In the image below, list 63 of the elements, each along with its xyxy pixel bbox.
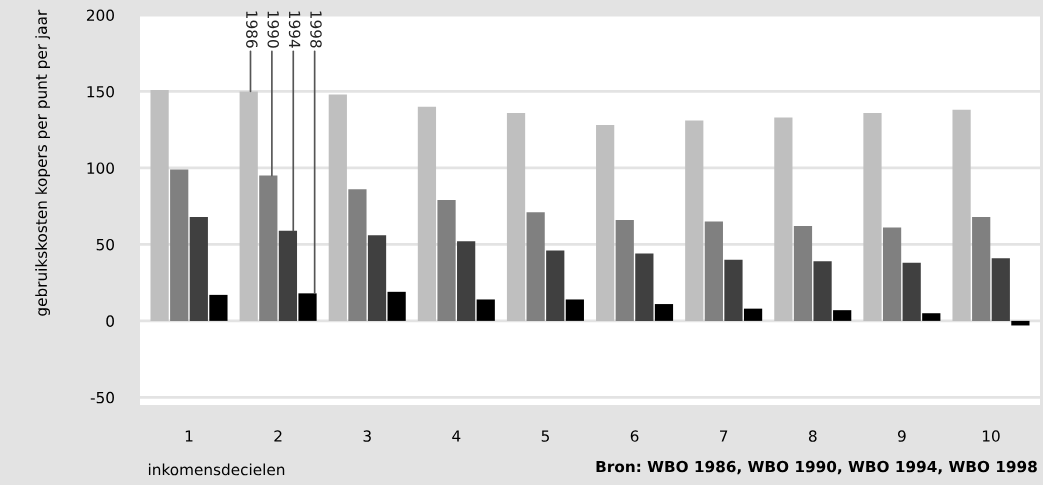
bar bbox=[882, 227, 902, 321]
x-tick-label: 8 bbox=[808, 430, 817, 442]
y-tick-label: 100 bbox=[87, 162, 114, 174]
bar bbox=[922, 313, 941, 321]
bar bbox=[170, 169, 189, 321]
bar bbox=[743, 308, 763, 321]
bar bbox=[952, 109, 971, 321]
x-tick-label: 10 bbox=[982, 430, 1000, 442]
bar bbox=[724, 259, 743, 321]
text: Bron: WBO 1986, WBO 1990, WBO 1994, WBO 1998 bbox=[596, 460, 1037, 475]
x-tick-label: 6 bbox=[630, 430, 639, 442]
bar bbox=[437, 200, 456, 321]
bar bbox=[991, 258, 1010, 321]
bar bbox=[298, 293, 317, 321]
bar bbox=[902, 262, 921, 321]
bar bbox=[506, 112, 526, 321]
x-tick-label: 7 bbox=[720, 430, 728, 442]
bar bbox=[774, 117, 793, 321]
bar bbox=[833, 310, 852, 321]
bar bbox=[863, 112, 882, 321]
bar bbox=[387, 291, 406, 321]
y-axis-title: gebruikskosten kopers per punt per jaar bbox=[35, 9, 50, 316]
x-tick-label: 4 bbox=[452, 430, 461, 442]
bar bbox=[685, 120, 704, 321]
bar bbox=[1011, 320, 1030, 326]
bar bbox=[348, 189, 367, 321]
bar bbox=[635, 253, 654, 321]
x-tick-label: 9 bbox=[897, 430, 906, 442]
y-tick-label: 150 bbox=[87, 85, 114, 98]
bar bbox=[793, 226, 813, 321]
bar bbox=[654, 304, 674, 321]
bar bbox=[565, 299, 584, 321]
bar bbox=[615, 219, 634, 321]
bar bbox=[209, 294, 228, 321]
text: 1986 bbox=[246, 11, 258, 48]
bar bbox=[704, 221, 723, 321]
x-tick-label: 3 bbox=[363, 430, 371, 442]
bar bbox=[972, 216, 991, 321]
bar bbox=[150, 89, 169, 321]
y-tick-label: 200 bbox=[86, 9, 114, 22]
x-axis-title: inkomensdecielen bbox=[148, 463, 285, 476]
x-tick-label: 2 bbox=[274, 430, 282, 442]
x-tick-label: 5 bbox=[541, 430, 549, 442]
bar bbox=[526, 212, 545, 321]
bar bbox=[328, 94, 347, 321]
bar bbox=[278, 230, 298, 321]
y-tick-label: 0 bbox=[106, 315, 114, 327]
bar bbox=[546, 250, 565, 321]
bar bbox=[239, 91, 258, 321]
y-tick-label: 50 bbox=[96, 238, 114, 251]
text: 1990 bbox=[267, 11, 279, 48]
bar bbox=[476, 299, 495, 321]
x-tick-label: 1 bbox=[185, 430, 193, 442]
text: 1994 bbox=[288, 11, 301, 48]
bar bbox=[457, 241, 476, 321]
bar bbox=[259, 175, 278, 321]
bar bbox=[189, 216, 208, 321]
text: 1998 bbox=[310, 11, 322, 48]
bar bbox=[596, 125, 615, 321]
bar bbox=[813, 261, 832, 321]
bar bbox=[417, 106, 437, 321]
bar bbox=[367, 235, 387, 321]
y-tick-label: -50 bbox=[90, 391, 114, 404]
